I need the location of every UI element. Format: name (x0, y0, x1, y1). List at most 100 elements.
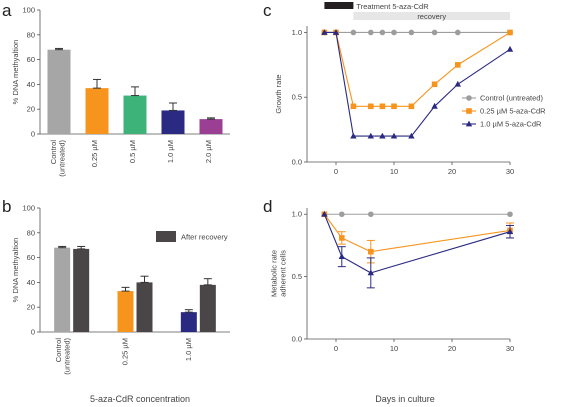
y-tick-label: 1.0 (292, 28, 302, 37)
y-tick-label: 20 (27, 105, 35, 114)
data-point-c-0-2 (350, 29, 357, 36)
y-tick-label: 80 (27, 30, 35, 39)
y-axis-label: % DNA methyaltion (11, 238, 20, 303)
data-point-c-0-8 (455, 29, 461, 36)
data-point-c-2-5 (390, 132, 398, 139)
x-tick-label: 0 (334, 344, 338, 353)
y-tick-label: 1.0 (292, 210, 302, 219)
data-point-c-1-2 (350, 103, 357, 110)
x-axis-label-left: 5-aza-CdR concentration (90, 394, 190, 404)
x-tick-label: 20 (448, 344, 456, 353)
y-tick-label: 80 (27, 228, 35, 237)
y-tick-label: 0 (31, 328, 35, 337)
data-point-c-1-4 (379, 103, 386, 110)
panel-label-b: b (2, 197, 11, 216)
x-tick-label: 0 (334, 167, 338, 176)
legend-background (459, 92, 562, 136)
category-label-b-0: Control(untreated) (54, 337, 72, 374)
bar-b-before-2 (180, 312, 197, 332)
category-label-a-0: Control(untreated) (49, 139, 67, 176)
bar-a-1 (85, 88, 109, 134)
data-point-d-0-1 (339, 211, 345, 218)
y-tick-label: 0.0 (292, 335, 302, 344)
y-tick-label: 40 (27, 278, 35, 287)
data-point-c-1-3 (368, 103, 374, 110)
x-axis-label-right: Days in culture (375, 394, 435, 404)
x-tick-label: 10 (390, 167, 398, 176)
category-label-a-0-line: (untreated) (58, 139, 67, 176)
y-tick-label: 100 (22, 6, 35, 15)
series-line-d-1 (323, 213, 511, 253)
category-label-b-1: 0.25 µM (121, 338, 130, 365)
category-label-a-4: 2.0 µM (204, 140, 213, 163)
bar-a-0 (47, 49, 71, 134)
y-axis-label: % DNA methyaltion (11, 40, 20, 105)
data-point-c-2-0 (321, 29, 328, 35)
bar-a-4 (199, 119, 223, 134)
bar-a-2 (123, 95, 147, 134)
y-tick-label: 0 (31, 130, 35, 139)
data-point-c-2-9 (506, 45, 514, 52)
data-point-c-2-1 (332, 29, 340, 35)
data-point-c-2-2 (350, 132, 357, 139)
category-label-a-3: 1.0 µM (166, 140, 175, 163)
treatment-label: Treatment 5-aza-CdR (356, 2, 429, 11)
legend-label-after-recovery: After recovery (181, 233, 228, 242)
data-point-d-2-3 (506, 228, 514, 235)
data-point-c-1-9 (507, 29, 513, 36)
data-point-c-0-4 (379, 29, 386, 36)
data-point-c-2-6 (408, 132, 415, 139)
panel-label-a: a (2, 1, 12, 20)
data-point-c-1-8 (455, 62, 461, 68)
x-tick-label: 30 (506, 167, 514, 176)
bar-b-before-0 (54, 247, 71, 332)
data-point-d-1-2 (368, 248, 374, 255)
series-line-c-2 (324, 31, 511, 137)
bar-b-after-2 (199, 284, 216, 332)
data-point-d-0-2 (368, 211, 374, 218)
category-label-a-0-line: Control (49, 140, 58, 165)
recovery-bar (353, 12, 510, 20)
data-point-c-2-4 (379, 132, 386, 139)
data-point-c-0-5 (391, 29, 397, 36)
data-point-c-2-8 (454, 80, 461, 87)
data-point-d-0-3 (507, 211, 513, 218)
panel-label-c: c (263, 1, 272, 20)
data-point-d-2-1 (338, 253, 345, 260)
data-point-c-0-6 (408, 29, 415, 36)
category-label-b-0-line: Control (54, 338, 63, 363)
bar-b-after-1 (136, 282, 153, 332)
y-axis-label: Growth rate (274, 74, 283, 113)
data-point-c-2-3 (367, 132, 374, 139)
bar-b-before-1 (117, 291, 134, 332)
x-tick-label: 10 (390, 344, 398, 353)
data-point-d-2-0 (321, 210, 328, 217)
y-axis-label: Metabolic rateadherent cells (270, 250, 288, 297)
y-tick-label: 60 (27, 55, 35, 64)
y-tick-label: 20 (27, 303, 35, 312)
legend-swatch-after-recovery (156, 231, 176, 242)
legend-marker-1 (466, 108, 472, 114)
y-axis-label-line: adherent cells (279, 250, 288, 297)
y-tick-label: 0.0 (292, 158, 302, 167)
treatment-bar (324, 2, 354, 9)
x-tick-label: 20 (448, 167, 456, 176)
category-label-b-0-line: (untreated) (63, 337, 72, 374)
y-axis-label-line: Metabolic rate (270, 250, 279, 297)
y-tick-label: 0.5 (292, 93, 302, 102)
y-tick-label: 0.5 (292, 272, 302, 281)
category-label-a-2: 0.5 µM (128, 140, 137, 163)
series-line-d-2 (323, 214, 511, 274)
legend-marker-0 (466, 95, 472, 101)
data-point-c-2-7 (431, 102, 438, 109)
data-point-d-1-1 (339, 235, 345, 241)
panel-label-d: d (263, 197, 272, 216)
y-tick-label: 40 (27, 80, 35, 89)
x-tick-label: 30 (506, 344, 514, 353)
y-tick-label: 60 (27, 253, 35, 262)
category-label-a-1: 0.25 µM (90, 140, 99, 167)
data-point-c-1-5 (391, 103, 397, 110)
legend-label-1: 0.25 µM 5-aza-CdR (480, 107, 546, 116)
